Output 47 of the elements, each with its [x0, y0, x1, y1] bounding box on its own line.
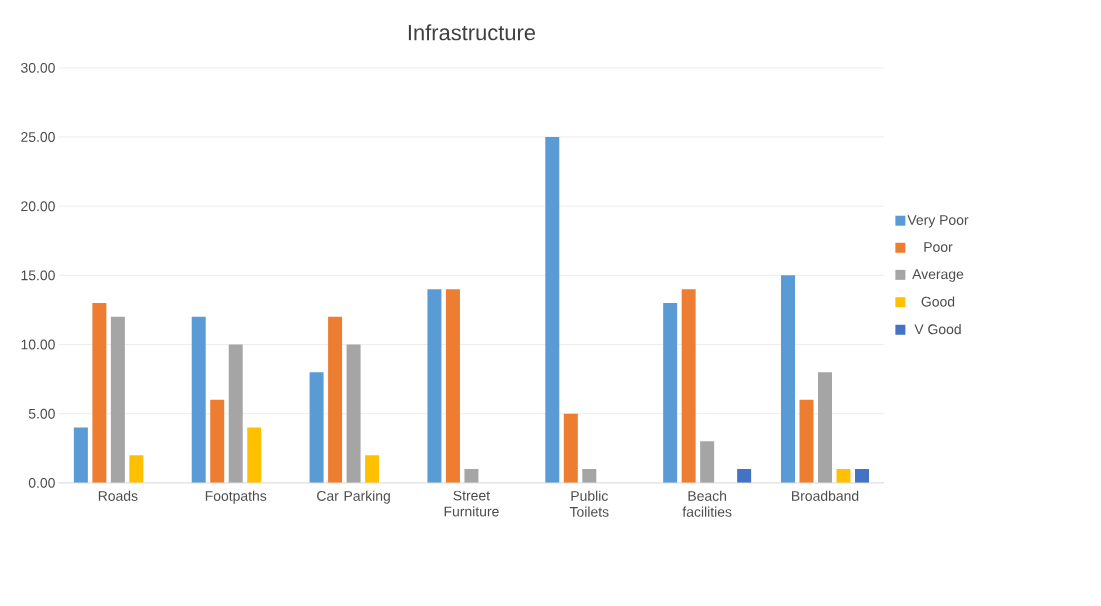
legend-label: V Good: [914, 323, 961, 335]
y-tick-label: 0.00: [28, 477, 55, 488]
bar: [73, 427, 88, 483]
bar: [228, 344, 243, 483]
x-tick-label: Public Toilets: [569, 490, 609, 517]
x-tick-label: Roads: [98, 490, 138, 501]
bar: [700, 441, 715, 483]
x-tick-label: Footpaths: [205, 490, 267, 504]
y-tick-label: 15.00: [21, 270, 55, 281]
bar: [210, 399, 225, 483]
bar: [445, 289, 460, 483]
bar: [582, 469, 597, 483]
x-tick-label: Broadband: [792, 490, 859, 501]
bar: [545, 137, 560, 483]
bar: [681, 289, 696, 483]
x-tick-label: Beach facilities: [682, 490, 732, 517]
bar: [818, 372, 833, 483]
bar: [836, 469, 851, 483]
legend-label: Very Poor: [907, 215, 969, 228]
bar: [129, 455, 144, 483]
bar: [247, 427, 262, 483]
legend-label: Average: [912, 269, 964, 282]
y-tick-label: 20.00: [21, 201, 55, 212]
bar: [427, 289, 442, 483]
x-tick-label: Car Parking: [317, 490, 390, 504]
bar: [855, 469, 870, 483]
bar: [781, 275, 796, 483]
bar: [191, 316, 206, 483]
legend-label: Good: [921, 296, 955, 307]
bar: [328, 316, 343, 483]
bar: [309, 372, 324, 483]
legend-label: Poor: [924, 242, 953, 252]
y-tick-label: 25.00: [21, 132, 55, 142]
y-tick-label: 30.00: [21, 62, 55, 73]
x-tick-label: Street Furniture: [444, 490, 499, 517]
bar: [346, 344, 361, 483]
bar: [110, 316, 125, 483]
chart-title: Infrastructure: [408, 24, 536, 41]
bar: [799, 399, 814, 483]
bar: [464, 469, 479, 483]
bar: [563, 413, 578, 483]
bar: [92, 303, 107, 483]
y-tick-label: 5.00: [28, 408, 55, 419]
bar: [737, 469, 752, 483]
y-tick-label: 10.00: [21, 339, 55, 350]
bar: [663, 303, 678, 483]
bar: [365, 455, 380, 483]
